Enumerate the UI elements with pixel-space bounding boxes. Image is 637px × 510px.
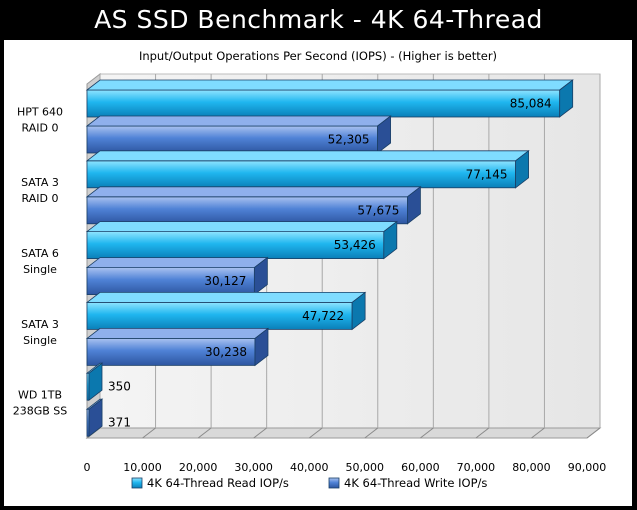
x-tick-label: 40,000 bbox=[290, 461, 329, 474]
read-bar-end bbox=[383, 220, 398, 260]
legend-write-label: 4K 64-Thread Write IOP/s bbox=[344, 476, 487, 490]
floor-tick bbox=[420, 427, 434, 439]
data-label: 57,675 bbox=[357, 203, 399, 217]
data-label: 53,426 bbox=[334, 238, 376, 252]
write-bar-end bbox=[377, 115, 391, 154]
chart-subtitle: Input/Output Operations Per Second (IOPS… bbox=[139, 49, 497, 63]
category-label: SATA 3 RAID 0 bbox=[21, 176, 59, 205]
category-label: WD 1TB 238GB SS bbox=[13, 389, 68, 418]
write-bar bbox=[86, 196, 408, 225]
x-tick-label: 90,000 bbox=[568, 461, 607, 474]
data-label: 85,084 bbox=[510, 97, 552, 111]
write-bar-top bbox=[85, 115, 392, 127]
write-bar-end bbox=[253, 256, 268, 296]
category-label: SATA 6 Single bbox=[21, 247, 59, 276]
write-bar bbox=[86, 337, 256, 366]
chart-panel: Input/Output Operations Per Second (IOPS… bbox=[4, 40, 632, 506]
floor-tick bbox=[531, 427, 545, 439]
x-tick-label: 70,000 bbox=[457, 461, 496, 474]
legend: 4K 64-Thread Read IOP/s 4K 64-Thread Writ… bbox=[131, 476, 487, 490]
category-label: HPT 640 RAID 0 bbox=[17, 105, 63, 134]
floor bbox=[85, 427, 602, 439]
x-tick-label: 20,000 bbox=[179, 461, 218, 474]
read-bar bbox=[86, 160, 516, 189]
floor-tick bbox=[475, 427, 490, 439]
x-tick-label: 0 bbox=[84, 461, 91, 474]
x-tick-label: 60,000 bbox=[401, 461, 440, 474]
write-bar bbox=[86, 125, 378, 154]
legend-read-label: 4K 64-Thread Read IOP/s bbox=[147, 476, 289, 490]
read-bar-top bbox=[85, 221, 398, 233]
chart-title: AS SSD Benchmark - 4K 64-Thread bbox=[94, 5, 543, 34]
read-bar-end bbox=[351, 291, 366, 331]
floor-tick bbox=[586, 427, 601, 439]
read-bar-top bbox=[85, 291, 367, 303]
legend-read-swatch bbox=[131, 477, 143, 489]
x-tick-label: 10,000 bbox=[123, 461, 162, 474]
read-bar bbox=[86, 301, 353, 330]
data-label: 52,305 bbox=[328, 133, 370, 147]
write-bar bbox=[86, 267, 255, 296]
floor-tick bbox=[308, 427, 323, 439]
read-bar-top bbox=[85, 150, 530, 162]
floor-tick bbox=[142, 427, 156, 439]
bar-chart: Input/Output Operations Per Second (IOPS… bbox=[13, 49, 607, 490]
write-bar-end bbox=[254, 327, 269, 367]
floor-tick bbox=[253, 427, 267, 439]
floor-tick bbox=[364, 427, 379, 439]
data-label: 47,722 bbox=[302, 309, 344, 323]
plot-area: 0 10,000 20,000 30,000 40,000 50,000 60,000 70,… bbox=[13, 72, 607, 474]
read-bar-end bbox=[559, 79, 574, 118]
read-bar-end bbox=[88, 362, 103, 402]
data-label: 30,127 bbox=[204, 274, 246, 288]
x-tick-label: 50,000 bbox=[346, 461, 385, 474]
legend-write-swatch bbox=[328, 477, 340, 489]
floor-tick bbox=[197, 427, 212, 439]
read-bar-end bbox=[515, 149, 529, 189]
read-bar bbox=[86, 89, 561, 118]
x-tick-label: 80,000 bbox=[512, 461, 551, 474]
write-bar-end bbox=[407, 185, 421, 225]
data-label: 30,238 bbox=[205, 345, 247, 359]
write-bar-top bbox=[85, 186, 422, 198]
write-bar-top bbox=[85, 327, 270, 339]
read-bar bbox=[86, 231, 385, 260]
category-label: SATA 3 Single bbox=[21, 318, 59, 347]
write-bar-top bbox=[85, 257, 269, 269]
x-tick-label: 30,000 bbox=[234, 461, 273, 474]
data-label: 350 bbox=[108, 380, 131, 394]
data-label: 371 bbox=[108, 416, 131, 430]
read-bar-top bbox=[85, 79, 574, 91]
write-bar-end bbox=[88, 398, 103, 438]
data-label: 77,145 bbox=[466, 167, 508, 181]
